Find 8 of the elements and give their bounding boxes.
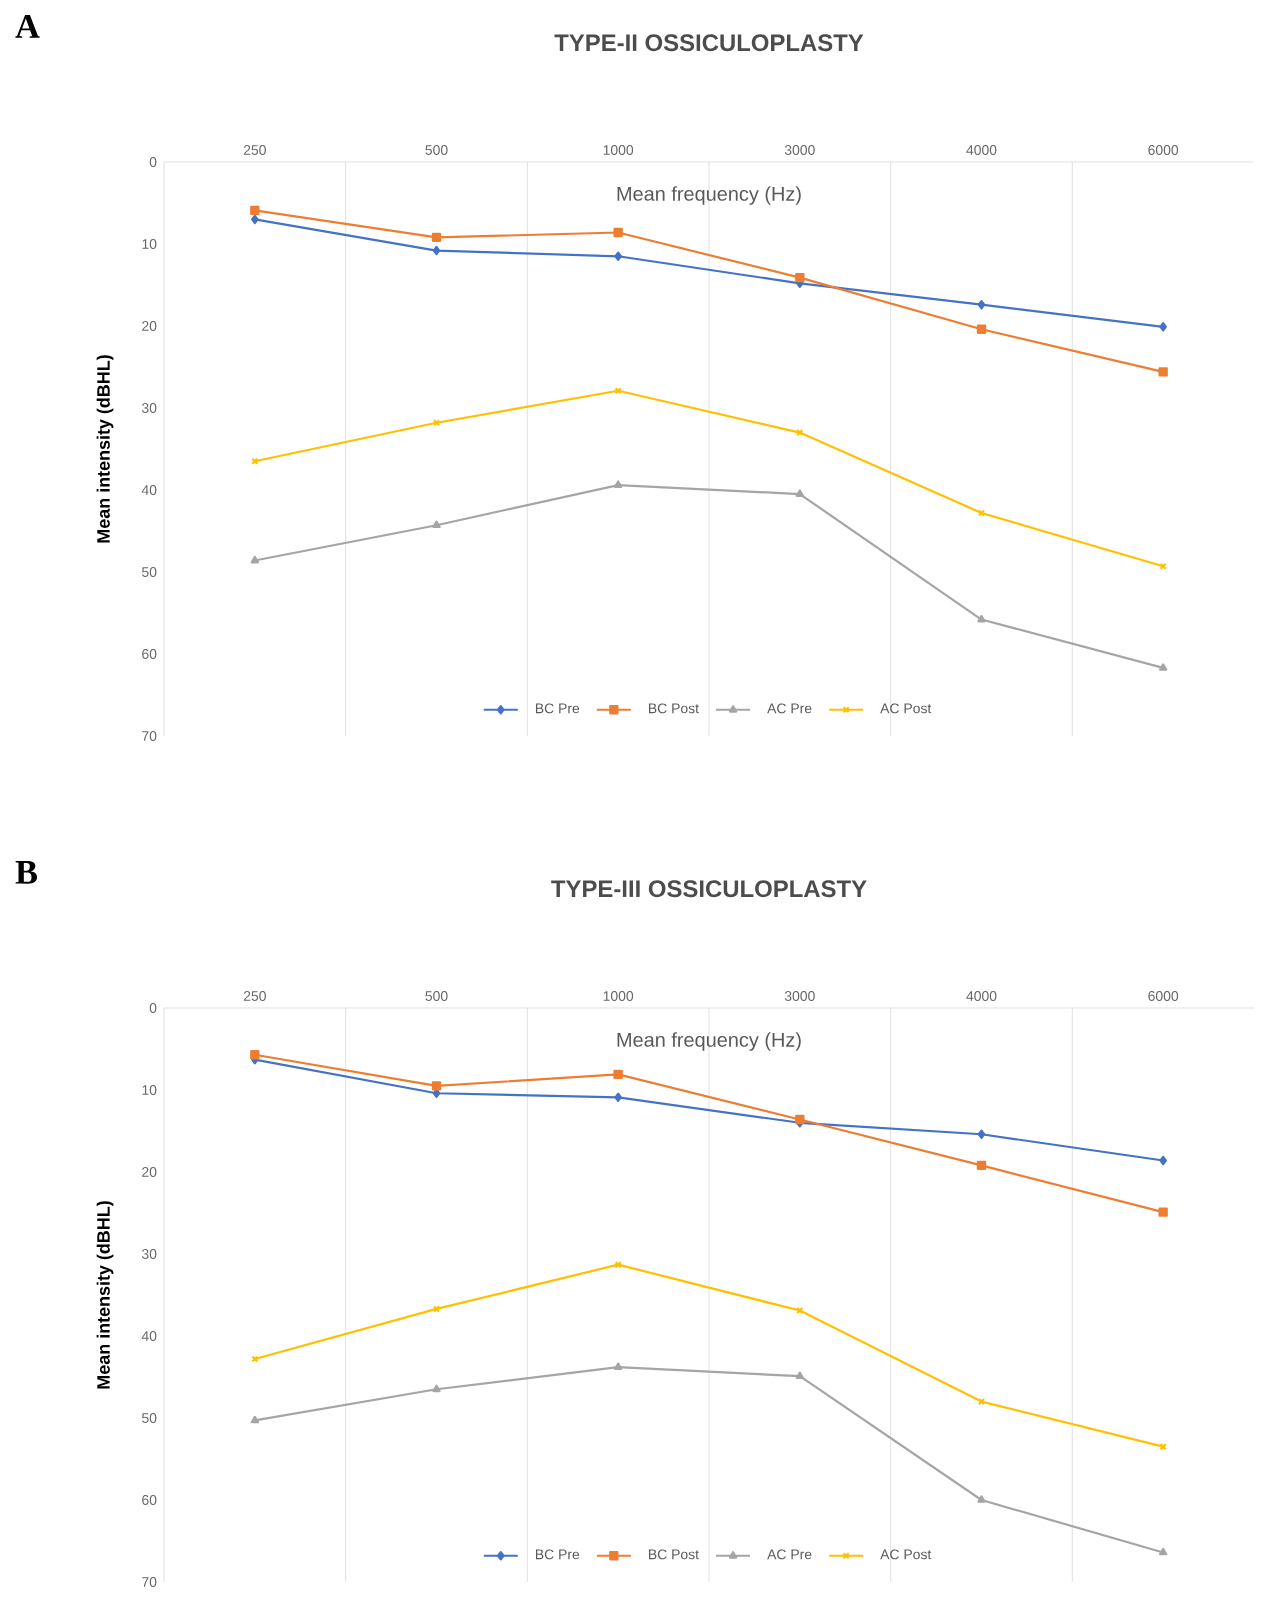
chart-title: TYPE-III OSSICULOPLASTY: [551, 880, 867, 898]
text: B: [15, 861, 38, 884]
x-axis-title: Mean frequency (Hz): [617, 186, 801, 205]
text: A: [15, 15, 40, 38]
x-axis-title: Mean frequency (Hz): [617, 1032, 801, 1051]
chart-title: TYPE-II OSSICULOPLASTY: [554, 34, 864, 52]
y-axis-title: Mean intensity (dBHL): [96, 1201, 114, 1389]
y-axis-title: Mean intensity (dBHL): [96, 355, 114, 543]
